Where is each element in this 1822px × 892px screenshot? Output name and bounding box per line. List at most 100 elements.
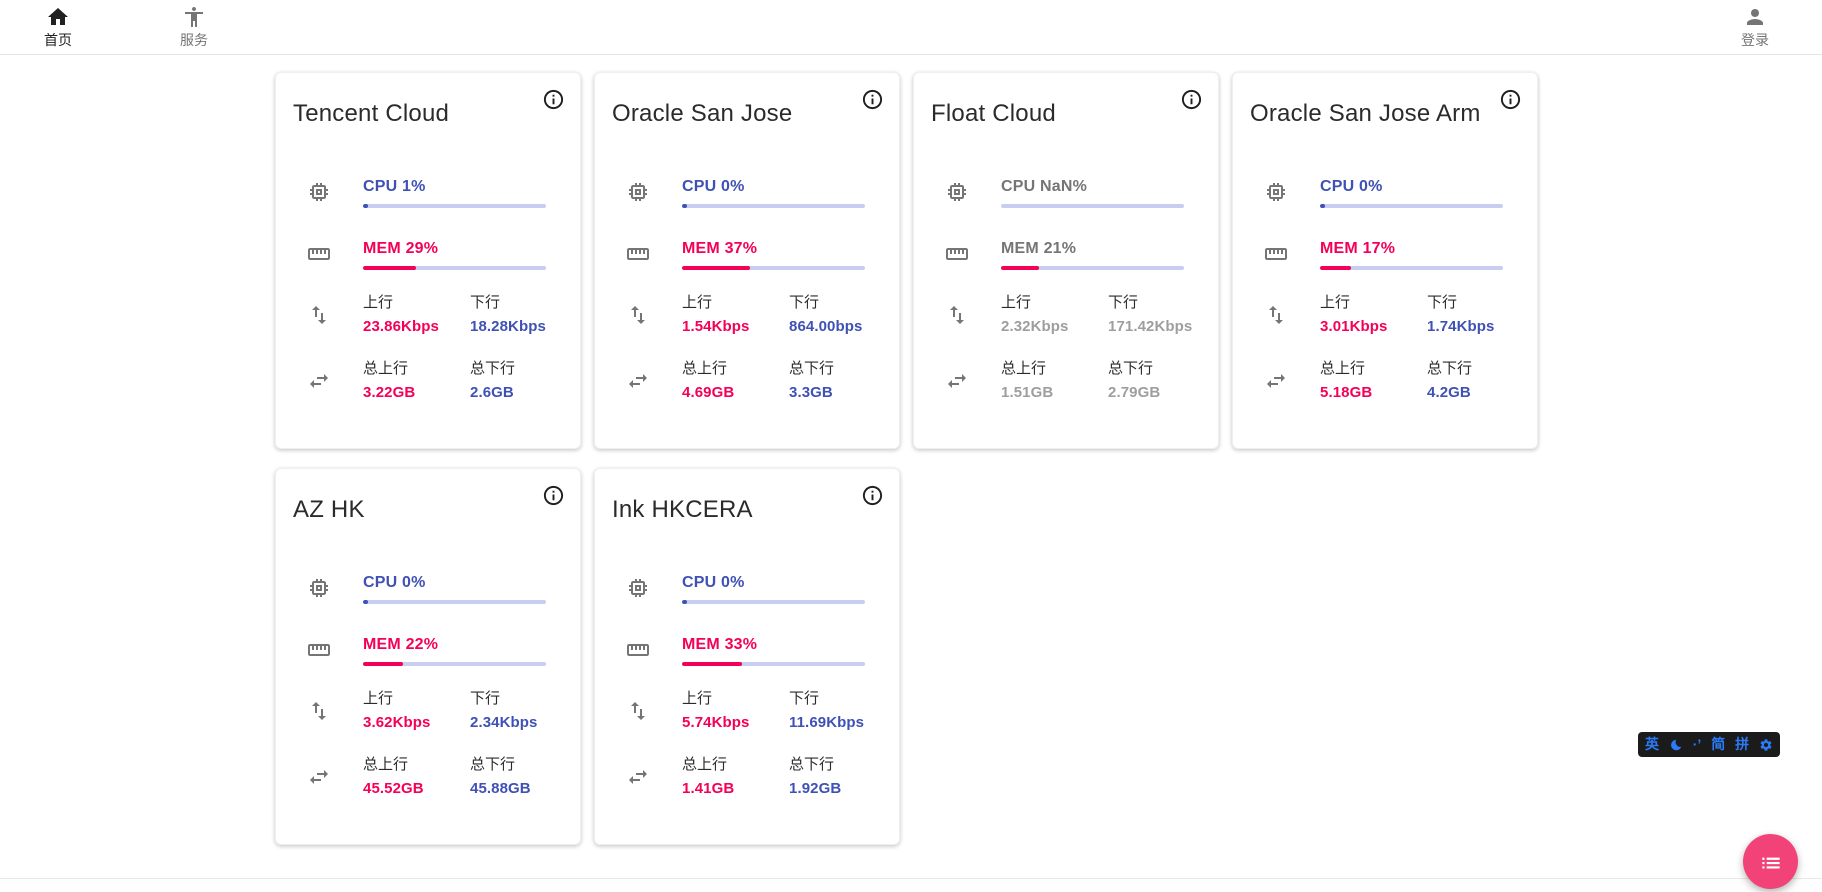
download-value: 18.28Kbps <box>470 318 546 335</box>
mem-label: MEM 29% <box>363 240 439 257</box>
cards-grid: Tencent Cloud CPU 1% MEM 29% <box>275 72 1545 845</box>
swap-vert-icon <box>626 699 650 723</box>
total-upload-label: 总上行 <box>682 756 728 773</box>
swap-horiz-icon <box>626 765 650 789</box>
total-upload-value: 1.51GB <box>1001 384 1054 401</box>
info-button[interactable] <box>861 88 884 111</box>
server-stats: CPU 0% MEM 17% 上行 <box>1233 176 1537 404</box>
swap-vert-icon <box>1264 303 1288 327</box>
info-button[interactable] <box>1499 88 1522 111</box>
gear-icon[interactable] <box>1759 738 1773 752</box>
info-button[interactable] <box>861 484 884 507</box>
ruler-icon <box>626 638 650 662</box>
cpu-row: CPU 0% <box>1233 176 1537 208</box>
server-card: Float Cloud CPU NaN% MEM 21% <box>913 72 1219 449</box>
info-button[interactable] <box>542 88 565 111</box>
mem-label: MEM 37% <box>682 240 758 257</box>
list-icon <box>1761 857 1780 868</box>
ruler-icon <box>1264 242 1288 266</box>
ime-simplified-toggle[interactable]: 简 <box>1711 736 1726 752</box>
mem-row: MEM 17% <box>1233 238 1537 270</box>
nav-item-home[interactable]: 首页 <box>34 5 82 50</box>
nav-item-services[interactable]: 服务 <box>170 5 218 50</box>
cpu-label: CPU 1% <box>363 178 426 195</box>
total-upload-label: 总上行 <box>363 756 409 773</box>
cpu-label: CPU 0% <box>1320 178 1383 195</box>
download-value: 11.69Kbps <box>789 714 865 731</box>
total-download-label: 总下行 <box>470 360 516 377</box>
total-download-label: 总下行 <box>1108 360 1154 377</box>
server-card: AZ HK CPU 0% MEM 22% <box>275 468 581 845</box>
upload-label: 上行 <box>363 690 394 707</box>
cpu-chip-icon <box>1264 180 1288 204</box>
total-download-value: 2.79GB <box>1108 384 1161 401</box>
server-stats: CPU 0% MEM 22% 上行 <box>276 572 580 800</box>
ime-pinyin-toggle[interactable]: 拼 <box>1735 736 1750 752</box>
cpu-chip-icon <box>307 180 331 204</box>
info-icon <box>862 89 883 110</box>
download-value: 864.00bps <box>789 318 863 335</box>
download-label: 下行 <box>789 294 820 311</box>
swap-horiz-icon <box>307 765 331 789</box>
top-nav: 首页 服务 登录 <box>0 0 1822 55</box>
ime-punct-toggle[interactable]: ·’ <box>1692 736 1702 752</box>
server-stats: CPU 1% MEM 29% 上行 <box>276 176 580 404</box>
server-card: Oracle San Jose CPU 0% MEM 37% <box>594 72 900 449</box>
info-button[interactable] <box>542 484 565 507</box>
total-upload-label: 总上行 <box>363 360 409 377</box>
total-download-value: 45.88GB <box>470 780 531 797</box>
net-total-row: 总上行 3.22GB 总下行 2.6GB <box>276 358 580 404</box>
total-upload-value: 1.41GB <box>682 780 735 797</box>
net-total-row: 总上行 4.69GB 总下行 3.3GB <box>595 358 899 404</box>
cpu-chip-icon <box>626 180 650 204</box>
mem-progress <box>363 662 546 666</box>
cpu-progress <box>1001 204 1184 208</box>
mem-progress <box>682 266 865 270</box>
swap-vert-icon <box>945 303 969 327</box>
home-icon <box>48 7 68 25</box>
total-download-label: 总下行 <box>470 756 516 773</box>
cpu-row: CPU 0% <box>595 176 899 208</box>
total-download-label: 总下行 <box>789 756 835 773</box>
net-speed-row: 上行 5.74Kbps 下行 11.69Kbps <box>595 688 899 734</box>
ruler-icon <box>945 242 969 266</box>
ime-lang-toggle[interactable]: 英 <box>1645 736 1659 752</box>
upload-value: 3.01Kbps <box>1320 318 1388 335</box>
mem-row: MEM 37% <box>595 238 899 270</box>
mem-progress <box>682 662 865 666</box>
info-icon <box>1500 89 1521 110</box>
swap-horiz-icon <box>626 369 650 393</box>
moon-icon[interactable] <box>1669 738 1683 752</box>
mem-row: MEM 29% <box>276 238 580 270</box>
swap-vert-icon <box>307 699 331 723</box>
upload-value: 1.54Kbps <box>682 318 750 335</box>
net-speed-row: 上行 1.54Kbps 下行 864.00bps <box>595 292 899 338</box>
server-list-fab[interactable] <box>1743 834 1798 889</box>
info-button[interactable] <box>1180 88 1203 111</box>
server-title: Oracle San Jose <box>612 100 793 127</box>
upload-label: 上行 <box>1001 294 1032 311</box>
net-total-row: 总上行 1.41GB 总下行 1.92GB <box>595 754 899 800</box>
server-stats: CPU 0% MEM 33% 上行 <box>595 572 899 800</box>
total-download-value: 3.3GB <box>789 384 833 401</box>
download-label: 下行 <box>1427 294 1458 311</box>
total-upload-label: 总上行 <box>1001 360 1047 377</box>
cpu-progress <box>363 204 546 208</box>
mem-row: MEM 22% <box>276 634 580 666</box>
cpu-row: CPU 0% <box>595 572 899 604</box>
total-upload-value: 5.18GB <box>1320 384 1373 401</box>
mem-label: MEM 21% <box>1001 240 1077 257</box>
mem-progress <box>1001 266 1184 270</box>
mem-progress <box>363 266 546 270</box>
ruler-icon <box>307 638 331 662</box>
main-content: Tencent Cloud CPU 1% MEM 29% <box>0 55 1822 845</box>
cpu-row: CPU 1% <box>276 176 580 208</box>
info-icon <box>862 485 883 506</box>
download-label: 下行 <box>470 294 501 311</box>
download-label: 下行 <box>789 690 820 707</box>
nav-item-login[interactable]: 登录 <box>1731 5 1779 50</box>
mem-progress <box>1320 266 1503 270</box>
footer-divider <box>0 878 1822 892</box>
mem-label: MEM 17% <box>1320 240 1396 257</box>
person-icon <box>1747 8 1763 25</box>
